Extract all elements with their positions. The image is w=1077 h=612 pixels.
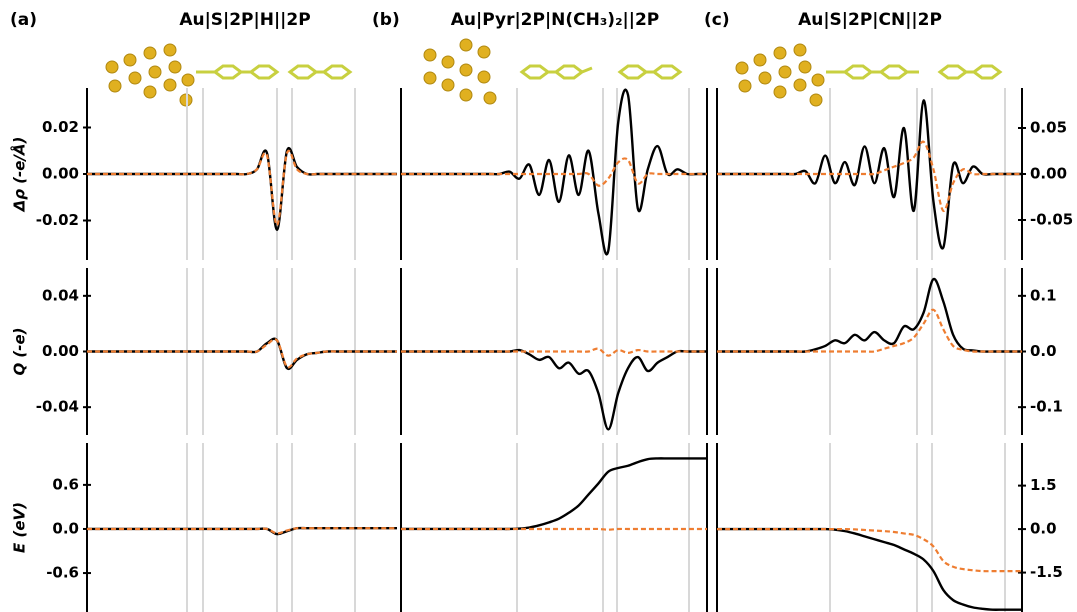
data-line: [717, 527, 1023, 573]
y-tick-label: -0.05: [1030, 210, 1073, 228]
panel-label: (a): [10, 10, 37, 30]
y-tick-label: 0.02: [42, 118, 79, 136]
molecule-illustrations: [105, 38, 1003, 107]
y-tick-label: 0.6: [52, 475, 79, 493]
gold-cluster-c: [735, 43, 825, 107]
y-tick-label: 0.05: [1030, 119, 1067, 137]
y-tick-label: 0.0: [1030, 342, 1057, 360]
data-line: [717, 140, 1022, 212]
y-axis-label: E (eV): [11, 502, 29, 553]
y-tick-label: 0.00: [1030, 165, 1067, 183]
y-tick-label: -1.5: [1030, 563, 1063, 581]
data-line: [717, 308, 1022, 353]
panel-title: Au|S|2P|H||2P: [179, 10, 310, 30]
plots: 0.02 0.00 -0.02 Δρ (-e/Å) 0.04 0.00 -0.04 Q (-e…: [10, 88, 1073, 612]
y-tick-label: 0.04: [42, 286, 79, 304]
data-line: [87, 338, 397, 369]
y-tick-label: 0.00: [42, 165, 79, 183]
y-axis-label: Q (-e): [11, 327, 29, 375]
y-tick-label: 0.0: [1030, 520, 1057, 538]
y-tick-label: 0.00: [42, 342, 79, 360]
panel-title: Au|Pyr|2P|N(CH₃)₂||2P: [451, 10, 659, 30]
panel-title: Au|S|2P|CN||2P: [798, 10, 942, 30]
data-line: [87, 147, 397, 231]
y-tick-label: -0.02: [36, 211, 79, 229]
y-tick-label: -0.6: [46, 564, 79, 582]
data-line: [87, 337, 397, 371]
data-line: [87, 149, 397, 227]
gold-cluster-b: [423, 38, 497, 105]
y-axis-label: Δρ (-e/Å): [10, 137, 29, 213]
data-line: [401, 157, 707, 187]
data-line: [401, 348, 707, 431]
data-line: [86, 526, 397, 535]
y-tick-label: 0.0: [52, 519, 79, 537]
data-line: [717, 527, 1022, 611]
y-tick-label: 0.1: [1030, 286, 1057, 304]
panel-label: (b): [372, 10, 400, 30]
data-line: [401, 88, 707, 256]
molecule-chains: [196, 64, 1003, 80]
data-line: [400, 457, 707, 531]
y-tick-label: -0.1: [1030, 398, 1063, 416]
panel-headers: (a) Au|S|2P|H||2P (b) Au|Pyr|2P|N(CH₃)₂|…: [10, 10, 942, 30]
y-tick-label: 1.5: [1030, 476, 1057, 494]
data-line: [401, 347, 707, 357]
y-tick-label: -0.04: [36, 398, 79, 416]
data-line: [400, 527, 707, 531]
data-line: [717, 277, 1022, 353]
gold-cluster-a: [105, 43, 195, 107]
panel-label: (c): [704, 10, 730, 30]
